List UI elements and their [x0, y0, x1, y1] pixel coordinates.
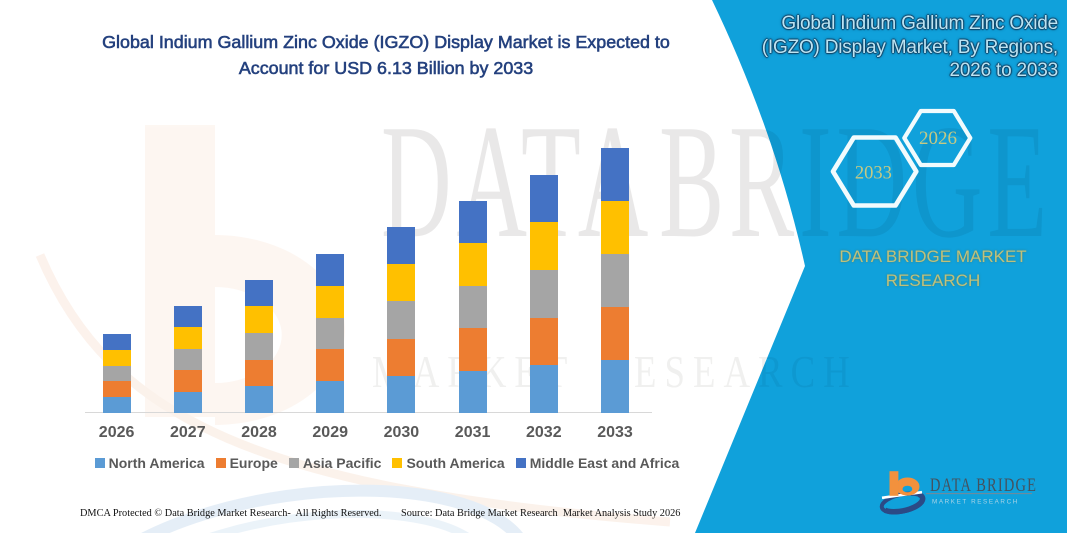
svg-text:2026: 2026 — [919, 128, 957, 149]
svg-text:MARKET RESEARCH: MARKET RESEARCH — [932, 499, 1019, 506]
svg-text:2033: 2033 — [855, 164, 892, 184]
svg-text:DATA BRIDGE: DATA BRIDGE — [930, 474, 1037, 495]
